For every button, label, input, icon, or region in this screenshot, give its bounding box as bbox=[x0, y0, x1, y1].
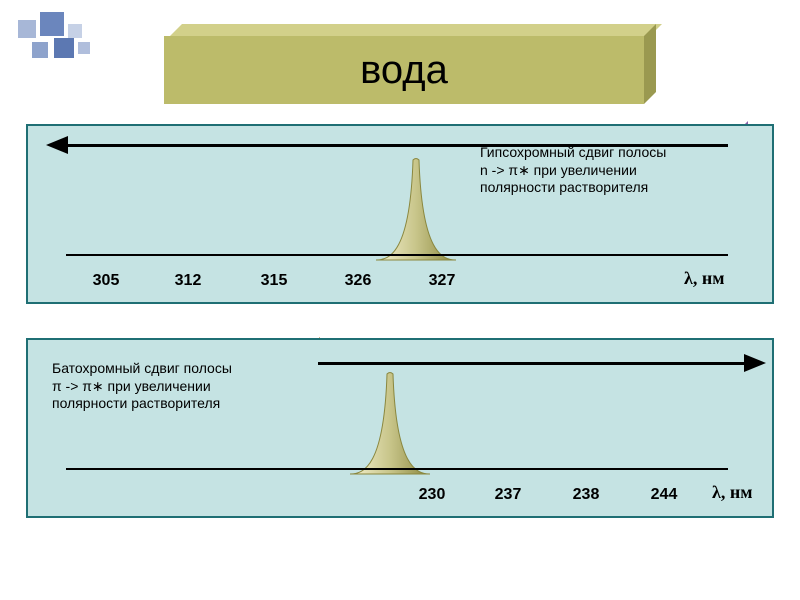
callout-text-bottom: Батохромный сдвиг полосыπ -> π∗ при увел… bbox=[52, 360, 300, 413]
spectrum-peak-bottom bbox=[344, 370, 436, 476]
corner-decoration bbox=[18, 12, 128, 72]
panel-inner: 305 312 315 326 327 λ, нм Гипсохромный сдвиг… bbox=[28, 126, 772, 302]
axis-tick: 315 bbox=[261, 272, 288, 290]
callout-text-top: Гипсохромный сдвиг полосыn -> π∗ при уве… bbox=[480, 144, 728, 197]
axis-tick: 327 bbox=[429, 272, 456, 290]
axis-tick: 230 bbox=[419, 486, 446, 504]
title-bar-top bbox=[170, 24, 662, 36]
axis-tick: 244 bbox=[651, 486, 678, 504]
hypsochromic-callout: Гипсохромный сдвиг полосыn -> π∗ при уве… bbox=[470, 136, 738, 208]
axis-tick: 305 bbox=[93, 272, 120, 290]
spectrum-peak-top bbox=[370, 156, 462, 262]
title-text: вода bbox=[360, 48, 448, 93]
title-bar-side bbox=[644, 24, 656, 104]
callout-side3d bbox=[310, 337, 320, 424]
panel-inner: 230 237 238 244 λ, нм Батохромный сдвиг пол… bbox=[28, 340, 772, 516]
arrow-line-bottom bbox=[318, 362, 746, 365]
lambda-label-bottom: λ, нм bbox=[712, 482, 752, 503]
bathochromic-callout: Батохромный сдвиг полосыπ -> π∗ при увел… bbox=[42, 352, 310, 424]
corner-decoration-svg bbox=[18, 12, 128, 72]
axis-tick: 237 bbox=[495, 486, 522, 504]
axis-tick: 326 bbox=[345, 272, 372, 290]
callout-side3d bbox=[738, 121, 748, 208]
axis-line-bottom bbox=[66, 468, 728, 470]
axis-line-top bbox=[66, 254, 728, 256]
arrow-head-bottom bbox=[744, 354, 766, 372]
title-bar: вода bbox=[164, 36, 644, 104]
hypsochromic-panel: 305 312 315 326 327 λ, нм Гипсохромный сдвиг… bbox=[26, 124, 774, 304]
callout-top3d bbox=[480, 126, 758, 136]
axis-tick: 238 bbox=[573, 486, 600, 504]
axis-tick: 312 bbox=[175, 272, 202, 290]
lambda-label-top: λ, нм bbox=[684, 268, 724, 289]
callout-top3d bbox=[52, 342, 330, 352]
bathochromic-panel: 230 237 238 244 λ, нм Батохромный сдвиг пол… bbox=[26, 338, 774, 518]
arrow-head-top bbox=[46, 136, 68, 154]
